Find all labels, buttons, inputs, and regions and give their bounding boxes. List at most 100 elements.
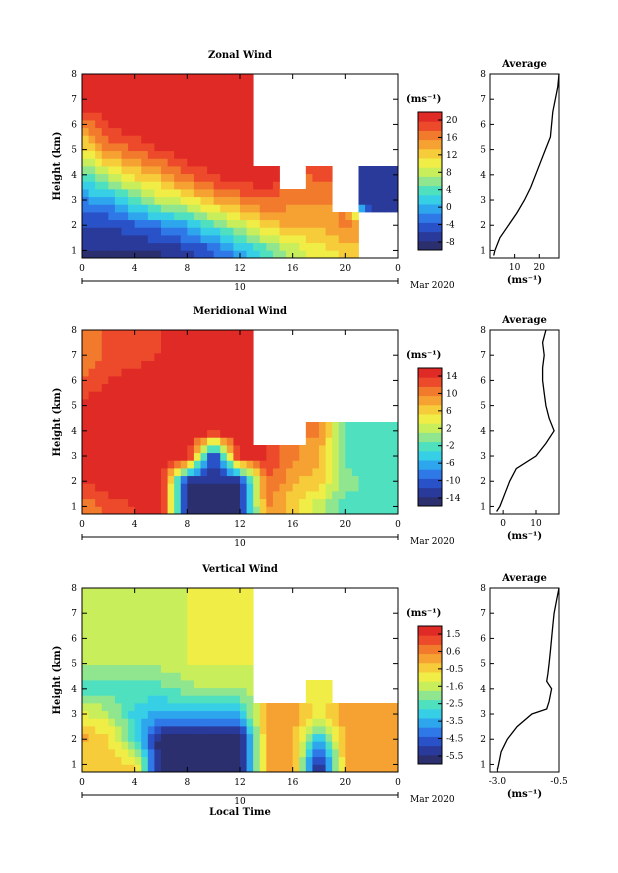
heatmap-cell [101,212,109,221]
heatmap-cell [220,749,228,758]
heatmap-cell [108,353,116,362]
heatmap-cell [128,204,136,213]
heatmap-cell [174,406,182,415]
heatmap-cell [101,445,109,454]
heatmap-cell [114,703,122,712]
heatmap-cell [365,189,373,198]
heatmap-cell [226,649,234,658]
heatmap-cell [114,626,122,635]
heatmap-cell [134,718,142,727]
heatmap-cell [180,611,188,620]
heatmap-cell [154,588,162,597]
heatmap-cell [319,173,326,182]
heatmap-cell [141,330,149,339]
heatmap-cell [279,475,287,484]
y-axis-label: Height (km) [52,388,63,457]
heatmap-cell [101,196,109,205]
heatmap-cell [134,595,142,604]
y-tick-label: 7 [71,95,77,105]
heatmap-cell [161,212,168,221]
heatmap-cell [82,475,89,484]
heatmap-cell [213,626,221,635]
heatmap-cell [365,733,373,742]
heatmap-cell [200,135,208,144]
heatmap-cell [108,445,116,454]
heatmap-cell [154,143,162,152]
heatmap-cell [128,127,136,136]
heatmap-cell [114,181,122,190]
heatmap-cell [174,337,182,346]
heatmap-cell [213,166,221,175]
heatmap-cell [305,173,313,182]
heatmap-cell [207,235,215,244]
heatmap-cell [246,127,254,136]
heatmap-cell [101,460,109,469]
heatmap-cell [161,764,168,773]
heatmap-cell [272,212,280,221]
heatmap-cell [147,97,155,106]
heatmap-cell [187,89,195,98]
heatmap-cell [82,749,89,758]
heatmap-cell [101,97,109,106]
heatmap-cell [233,611,241,620]
heatmap-cell [101,634,109,643]
heatmap-cell [365,741,373,750]
heatmap-cell [292,475,300,484]
heatmap-cell [371,756,379,765]
heatmap-cell [128,227,136,236]
heatmap-cell [108,718,116,727]
heatmap-cell [128,112,136,121]
average-y-tick-label: 7 [480,95,486,105]
heatmap-cell [154,468,162,477]
heatmap-cell [114,672,122,681]
heatmap-cell [253,173,261,182]
heatmap-cell [233,657,241,666]
heatmap-cell [82,718,89,727]
heatmap-cell [187,657,195,666]
heatmap-cell [108,242,116,251]
heatmap-cell [240,703,247,712]
heatmap-cell [391,445,399,454]
heatmap-cell [180,603,188,612]
heatmap-cell [371,475,379,484]
heatmap-cell [246,353,254,362]
heatmap-cell [108,498,116,507]
heatmap-cell [187,189,195,198]
heatmap-cell [200,649,208,658]
colorbar-tick-label: -3.5 [446,717,464,727]
heatmap-cell [95,687,103,696]
heatmap-cell [226,414,234,423]
heatmap-cell [193,657,201,666]
heatmap-cell [134,330,142,339]
heatmap-cell [312,491,320,500]
heatmap-cell [378,718,386,727]
average-x-tick-label: -0.5 [550,777,568,787]
colorbar-tick-label: -0.5 [446,665,464,675]
heatmap-cell [220,330,228,339]
heatmap-cell [378,445,386,454]
heatmap-cell [167,353,175,362]
heatmap-cell [246,664,254,673]
heatmap-cell [180,383,188,392]
colorbar-swatch [418,204,442,214]
heatmap-cell [226,687,234,696]
colorbar-frame [417,367,443,507]
heatmap-cell [253,703,261,712]
heatmap-cell [121,345,129,354]
heatmap-cell [174,353,182,362]
heatmap-cell [200,345,208,354]
heatmap-cell [147,588,155,597]
heatmap-cell [299,250,307,259]
heatmap-cell [246,498,254,507]
heatmap-cell [193,150,201,159]
heatmap-cell [180,422,188,431]
heatmap-cell [365,452,373,461]
heatmap-cell [240,626,247,635]
heatmap-cell [233,353,241,362]
heatmap-cell [101,611,109,620]
x-tick-label: 16 [287,778,299,788]
heatmap-cell [233,687,241,696]
heatmap-cell [279,250,287,259]
heatmap-cell [365,181,373,190]
heatmap-cell [95,383,103,392]
